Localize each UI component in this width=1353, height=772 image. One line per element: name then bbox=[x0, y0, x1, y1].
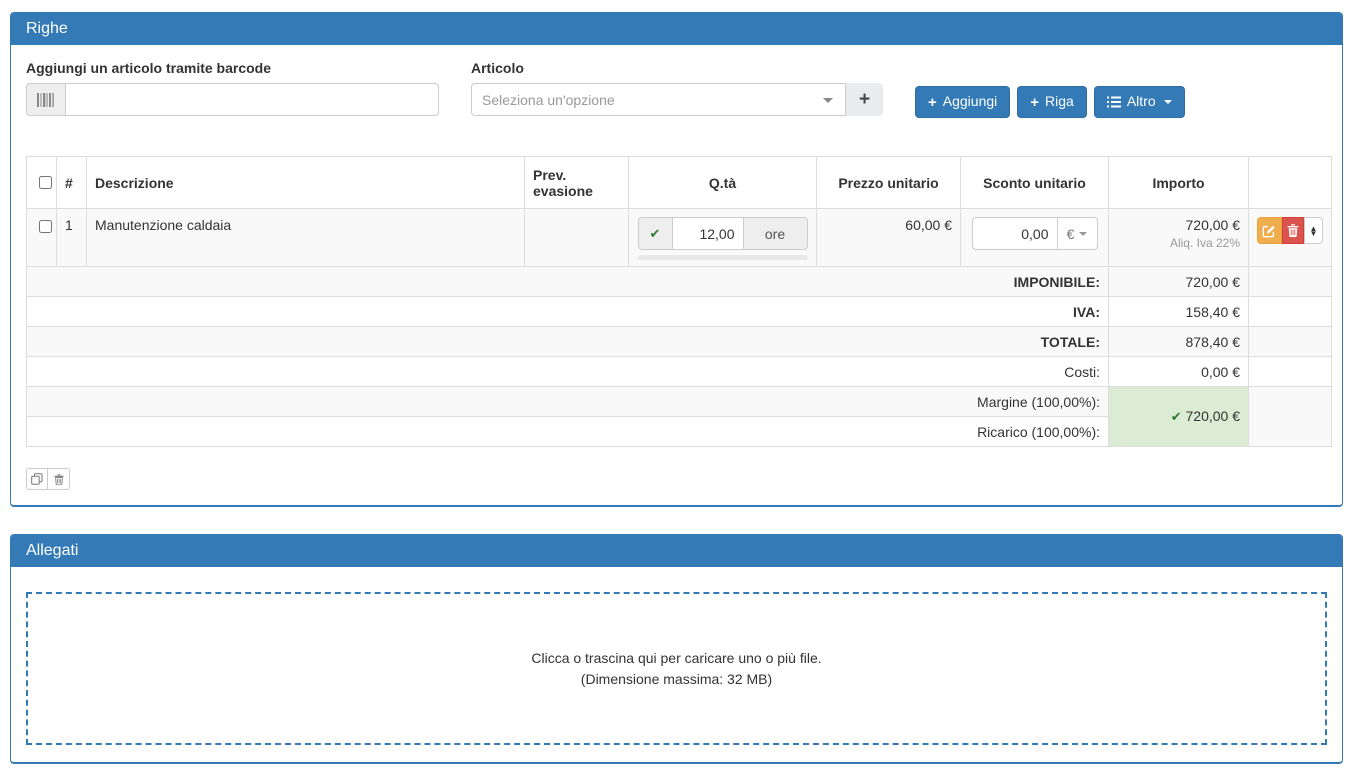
iva-label: IVA: bbox=[26, 296, 1109, 327]
col-header-sconto-unitario: Sconto unitario bbox=[960, 156, 1109, 209]
chevron-down-icon bbox=[823, 98, 833, 103]
row-prezzo-unitario: 60,00 € bbox=[816, 208, 961, 267]
row-importo-cell: 720,00 € Aliq. Iva 22% bbox=[1108, 208, 1249, 267]
row-prev-evasione bbox=[524, 208, 629, 267]
barcode-input[interactable] bbox=[65, 83, 439, 116]
row-qta-cell: ✔ ore bbox=[628, 208, 817, 267]
qta-unit-addon: ore bbox=[743, 217, 808, 250]
plus-icon: + bbox=[1030, 93, 1040, 111]
summary-actions-cell bbox=[1248, 356, 1332, 387]
summary-actions-cell bbox=[1248, 266, 1332, 297]
costi-label: Costi: bbox=[26, 356, 1109, 387]
sort-row-handle[interactable]: ▲ ▼ bbox=[1303, 217, 1323, 244]
caret-down-icon bbox=[1079, 231, 1088, 236]
imponibile-value: 720,00 € bbox=[1108, 266, 1249, 297]
col-header-prezzo-unitario: Prezzo unitario bbox=[816, 156, 961, 209]
righe-panel-body: Aggiungi un articolo tramite barcode bbox=[11, 45, 1342, 505]
rows-mini-toolbar bbox=[26, 468, 1327, 490]
row-actions-cell: ▲ ▼ bbox=[1248, 208, 1332, 267]
allegati-panel: Allegati Clicca o trascina qui per caric… bbox=[10, 534, 1343, 764]
qta-evasione-progressbar bbox=[637, 255, 808, 260]
plus-icon: + bbox=[928, 93, 937, 111]
barcode-field-group: Aggiungi un articolo tramite barcode bbox=[26, 60, 439, 116]
riga-button-label: Riga bbox=[1045, 93, 1074, 110]
col-header-importo: Importo bbox=[1108, 156, 1249, 209]
summary-row-totale: TOTALE: 878,40 € bbox=[26, 326, 1332, 357]
articolo-field-group: Articolo Seleziona un'opzione + bbox=[471, 60, 883, 116]
row-iva-note: Aliq. Iva 22% bbox=[1169, 236, 1240, 250]
row-descrizione[interactable]: Manutenzione caldaia bbox=[86, 208, 525, 267]
table-row: 1 Manutenzione caldaia ✔ ore bbox=[26, 208, 1332, 267]
check-icon: ✔ bbox=[1170, 409, 1182, 424]
delete-rows-button[interactable] bbox=[48, 468, 70, 490]
righe-table: # Descrizione Prev. evasione Q.tà Prezzo… bbox=[26, 156, 1332, 447]
select-all-checkbox[interactable] bbox=[39, 176, 52, 189]
list-icon bbox=[1106, 96, 1121, 108]
totale-label: TOTALE: bbox=[26, 326, 1109, 357]
row-num: 1 bbox=[56, 208, 87, 267]
righe-panel-title: Righe bbox=[11, 13, 1342, 45]
dropzone-text-line2: (Dimensione massima: 32 MB) bbox=[580, 671, 773, 687]
summary-row-costi: Costi: 0,00 € bbox=[26, 356, 1332, 387]
edit-row-button[interactable] bbox=[1257, 217, 1282, 244]
qta-input[interactable] bbox=[671, 217, 744, 250]
summary-row-margine: Margine (100,00%): ✔ 720,00 € bbox=[26, 386, 1332, 447]
articolo-select[interactable]: Seleziona un'opzione bbox=[471, 83, 846, 116]
margine-value: 720,00 € bbox=[1185, 408, 1241, 424]
margine-value-cell: ✔ 720,00 € bbox=[1108, 386, 1249, 447]
col-header-num: # bbox=[56, 156, 87, 209]
summary-row-iva: IVA: 158,40 € bbox=[26, 296, 1332, 327]
righe-panel: Righe Aggiungi un articolo tramite barco… bbox=[10, 12, 1343, 507]
row-checkbox[interactable] bbox=[39, 220, 52, 233]
caret-down-icon bbox=[1163, 100, 1172, 104]
add-articolo-button[interactable]: + bbox=[846, 83, 883, 116]
imponibile-label: IMPONIBILE: bbox=[26, 266, 1109, 297]
allegati-panel-title: Allegati bbox=[11, 535, 1342, 567]
sconto-unit-dropdown[interactable]: € bbox=[1057, 217, 1098, 250]
dropzone-text-line1: Clicca o trascina qui per caricare uno o… bbox=[531, 650, 822, 666]
aggiungi-button-label: Aggiungi bbox=[942, 93, 998, 110]
costi-value: 0,00 € bbox=[1108, 356, 1249, 387]
summary-actions-cell bbox=[1248, 386, 1332, 447]
sort-up-icon: ▲ bbox=[1309, 223, 1318, 233]
col-header-actions bbox=[1248, 156, 1332, 209]
articolo-label: Articolo bbox=[471, 60, 524, 76]
riga-button[interactable]: + Riga bbox=[1017, 86, 1087, 118]
sort-down-icon: ▼ bbox=[1309, 228, 1318, 238]
summary-actions-cell bbox=[1248, 326, 1332, 357]
sconto-input[interactable] bbox=[971, 217, 1058, 250]
qta-confirm-button[interactable]: ✔ bbox=[637, 217, 672, 250]
altro-dropdown-button[interactable]: Altro bbox=[1093, 86, 1185, 118]
aggiungi-button[interactable]: + Aggiungi bbox=[915, 86, 1011, 118]
check-icon: ✔ bbox=[649, 225, 661, 241]
barcode-label: Aggiungi un articolo tramite barcode bbox=[26, 60, 272, 76]
row-sconto-cell: € bbox=[960, 208, 1109, 267]
righe-toolbar: + Aggiungi + Riga bbox=[915, 60, 1185, 118]
col-header-qta: Q.tà bbox=[628, 156, 817, 209]
plus-icon: + bbox=[858, 88, 871, 110]
euro-icon: € bbox=[1066, 225, 1075, 242]
duplicate-rows-button[interactable] bbox=[26, 468, 48, 490]
ricarico-label: Ricarico (100,00%): bbox=[26, 416, 1109, 447]
allegati-panel-body: Clicca o trascina qui per caricare uno o… bbox=[11, 567, 1342, 762]
summary-row-imponibile: IMPONIBILE: 720,00 € bbox=[26, 266, 1332, 297]
col-header-descrizione: Descrizione bbox=[86, 156, 525, 209]
col-header-prev-evasione: Prev. evasione bbox=[524, 156, 629, 209]
totale-value: 878,40 € bbox=[1108, 326, 1249, 357]
file-dropzone[interactable]: Clicca o trascina qui per caricare uno o… bbox=[26, 592, 1327, 745]
table-header-row: # Descrizione Prev. evasione Q.tà Prezzo… bbox=[26, 156, 1332, 209]
barcode-icon bbox=[26, 83, 65, 116]
summary-row-ricarico: Ricarico (100,00%): bbox=[26, 416, 1332, 447]
row-importo: 720,00 € bbox=[1185, 217, 1241, 233]
iva-value: 158,40 € bbox=[1108, 296, 1249, 327]
articolo-select-placeholder: Seleziona un'opzione bbox=[482, 91, 615, 108]
summary-actions-cell bbox=[1248, 296, 1332, 327]
altro-button-label: Altro bbox=[1126, 93, 1156, 110]
delete-row-button[interactable] bbox=[1281, 217, 1304, 244]
margine-label: Margine (100,00%): bbox=[26, 386, 1109, 417]
